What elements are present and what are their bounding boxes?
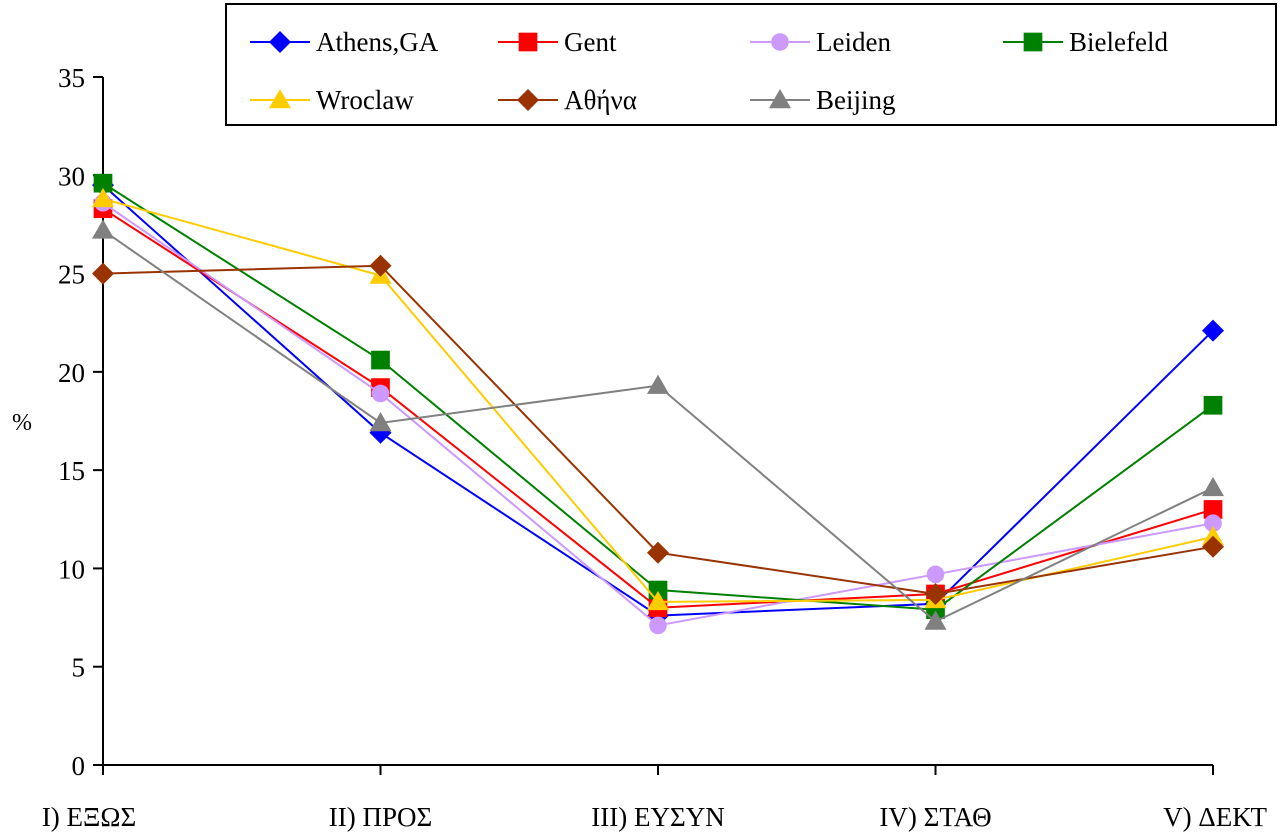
y-tick-label: 5	[72, 653, 86, 683]
data-point	[93, 173, 113, 193]
data-point	[1202, 476, 1224, 497]
series-2	[94, 194, 1222, 635]
legend-marker	[517, 89, 539, 111]
legend-label: Gent	[564, 27, 617, 57]
data-point	[924, 610, 947, 630]
data-point	[1202, 535, 1224, 558]
legend-box	[225, 3, 1277, 126]
legend-item: Athens,GA	[250, 27, 439, 57]
y-tick-label: 20	[58, 358, 85, 388]
data-point	[1203, 500, 1223, 519]
y-tick-label: 10	[58, 554, 85, 584]
series-line	[102, 197, 1214, 603]
series-layer	[92, 173, 1224, 635]
legend-marker	[771, 33, 789, 51]
legend-label: Αθήνα	[564, 85, 637, 115]
data-point	[648, 580, 668, 600]
legend-item: Beijing	[750, 85, 896, 115]
data-point	[1204, 514, 1222, 533]
y-axis-label: %	[12, 410, 32, 436]
legend: Athens,GA Gent Leiden Bielefeld Wroclaw Αθήνα…	[225, 3, 1277, 126]
legend-marker	[518, 32, 538, 52]
axes: 0 5 10 15 20 25 30 35 I) ΕΞΩΣ II) ΠΡΟΣ III) ΕΥΣΥΝ I…	[12, 63, 1268, 832]
data-point	[371, 384, 390, 403]
data-point	[926, 565, 945, 584]
legend-item: Bielefeld	[1003, 27, 1168, 57]
legend-label: Beijing	[816, 85, 896, 115]
data-point	[369, 411, 392, 432]
data-point	[371, 350, 390, 370]
x-category-label: III) ΕΥΣΥΝ	[591, 802, 724, 832]
y-tick-label: 35	[58, 63, 85, 93]
data-point	[649, 616, 667, 635]
y-tick-label: 25	[58, 260, 85, 290]
data-point	[924, 582, 947, 605]
legend-item: Leiden	[750, 27, 891, 57]
legend-label: Bielefeld	[1069, 27, 1168, 57]
x-category-label: V) ΔΕΚΤ	[1163, 802, 1267, 832]
legend-item: Αθήνα	[498, 85, 637, 115]
data-point	[92, 187, 114, 208]
y-tick-label: 15	[58, 456, 85, 486]
data-point	[369, 254, 392, 277]
legend-item: Gent	[498, 27, 617, 57]
data-point	[1202, 525, 1224, 546]
legend-item: Wroclaw	[250, 85, 414, 115]
x-category-label: II) ΠΡΟΣ	[329, 802, 432, 832]
data-point	[647, 374, 669, 394]
data-point	[647, 541, 669, 564]
data-point	[1203, 395, 1223, 415]
x-category-label: IV) ΣΤΑΘ	[879, 802, 991, 832]
legend-label: Wroclaw	[316, 85, 414, 115]
data-point	[92, 262, 114, 285]
series-5	[92, 254, 1224, 605]
legend-marker	[269, 31, 291, 53]
x-category-label: I) ΕΞΩΣ	[42, 802, 136, 832]
y-tick-label: 0	[72, 751, 86, 781]
legend-label: Leiden	[816, 27, 891, 57]
data-point	[1202, 319, 1224, 342]
y-tick-label: 30	[58, 161, 85, 191]
data-point	[647, 590, 669, 611]
legend-marker	[269, 89, 291, 109]
legend-marker	[769, 89, 791, 109]
data-point	[92, 219, 114, 239]
series-6	[92, 219, 1224, 630]
legend-label: Athens,GA	[316, 27, 439, 57]
legend-marker	[1023, 32, 1043, 52]
